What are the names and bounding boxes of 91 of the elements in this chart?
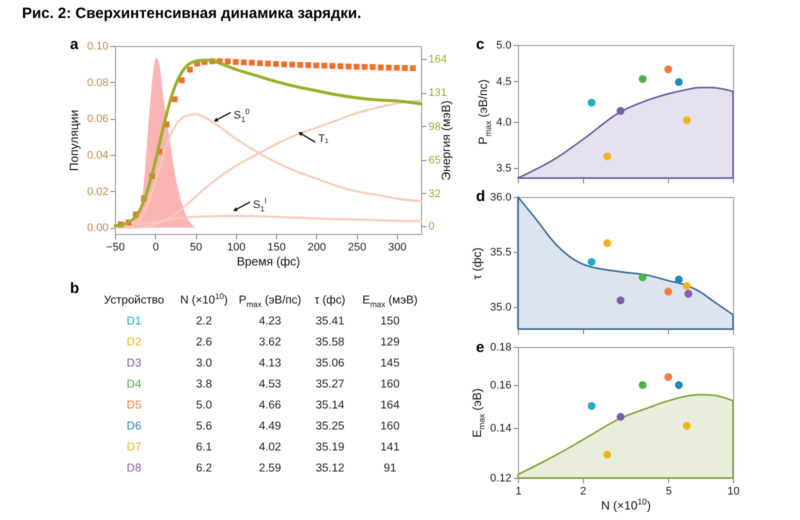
data-label: 4.66 [258, 400, 282, 412]
y2-tick-label: 131 [428, 87, 447, 100]
y-tick-label: 0.16 [490, 380, 512, 392]
y-tick-label: 0.10 [87, 40, 108, 52]
data-label: 6.1 [196, 442, 212, 454]
data-label: 164 [380, 400, 400, 412]
data-label: 35.19 [316, 442, 344, 454]
data-label: 4.02 [258, 442, 282, 454]
data-label: 150 [380, 316, 400, 328]
y-tick-label: 0.12 [490, 472, 512, 484]
x-tick-label: −50 [106, 242, 125, 254]
category-label: D7 [126, 442, 142, 454]
category-label: D4 [126, 378, 142, 390]
data-label: 35.06 [316, 358, 344, 370]
data-label: 35.14 [316, 400, 345, 412]
category-label: D1 [126, 316, 142, 328]
x-tick-label: 300 [388, 242, 407, 254]
x-tick-label: 250 [348, 242, 366, 254]
category-label: D5 [126, 400, 142, 412]
data-label: 4.13 [258, 358, 282, 370]
data-label: 35.27 [316, 378, 344, 390]
legend-label: τ (фс) [314, 294, 346, 306]
category-label: D3 [126, 358, 142, 370]
x-tick-label: 5 [666, 486, 672, 498]
data-label: 4.49 [258, 420, 282, 432]
data-label: 3.0 [196, 358, 212, 370]
x-tick-label: 10 [727, 486, 740, 498]
chart-subtitle: c [476, 36, 484, 53]
legend-label: P$_{max}$ (эВ/пс) [238, 294, 302, 309]
y-tick-label: 0.08 [87, 76, 108, 89]
x-tick-label: 100 [227, 242, 246, 254]
y-tick-label: 5.0 [496, 40, 512, 52]
chart-subtitle: d [476, 188, 486, 205]
data-label: 2.2 [196, 316, 212, 328]
data-label: 2.6 [196, 336, 212, 348]
y-tick-label: 35.5 [490, 246, 512, 258]
x-tick-label: 50 [190, 242, 202, 254]
data-label: 5.0 [196, 400, 212, 412]
x-tick-label: 150 [267, 242, 286, 254]
chart-subtitle: e [476, 339, 484, 356]
y2-tick-label: 65 [428, 154, 441, 166]
x-tick-label: 2 [580, 486, 586, 498]
x-tick-label: 0 [152, 242, 159, 254]
y-tick-label: 4.0 [496, 116, 512, 128]
data-label: 3.62 [258, 336, 282, 348]
y2-tick-label: 0 [428, 220, 435, 232]
y-tick-label: 36.0 [490, 192, 512, 204]
category-label: D8 [126, 462, 142, 474]
category-label: D2 [126, 336, 142, 348]
data-label: 4.53 [258, 378, 282, 390]
y-tick-label: 35.0 [490, 302, 512, 314]
legend-label: N (×10$^{10}$) [180, 292, 228, 306]
data-label: 91 [384, 462, 396, 474]
data-label: 35.25 [316, 420, 344, 432]
annotation: T₁ [318, 133, 329, 146]
y2-tick-label: 164 [428, 54, 447, 66]
data-label: 160 [380, 378, 400, 390]
data-label: 3.8 [196, 378, 212, 390]
text: Устройство [104, 294, 164, 306]
y-tick-label: 0.14 [490, 422, 512, 435]
data-label: 129 [380, 336, 400, 348]
data-label: 6.2 [196, 462, 212, 474]
legend-label: E$_{max}$ (мэВ) [362, 294, 418, 309]
data-label: 35.58 [316, 336, 344, 348]
y2-tick-label: 32 [428, 188, 441, 200]
y-tick-label: 0.00 [87, 222, 108, 234]
y-tick-label: 4.5 [496, 76, 512, 88]
data-label: 2.59 [258, 462, 282, 474]
data-label: 35.41 [316, 316, 344, 328]
y-tick-label: 0.02 [87, 186, 108, 198]
data-label: 5.6 [196, 420, 212, 432]
x-tick-label: 1 [515, 486, 522, 498]
category-label: D6 [126, 420, 142, 432]
data-label: 4.23 [258, 316, 282, 328]
y-tick-label: 0.06 [87, 113, 108, 126]
data-label: 160 [380, 420, 400, 432]
y2-tick-label: 98 [428, 120, 441, 133]
y-tick-label: 3.5 [496, 162, 512, 175]
chart-title: Рис. 2: Сверхинтенсивная динамика зарядки. [22, 5, 362, 22]
data-label: 141 [380, 442, 400, 454]
x-axis-title: N (×10$^{10}$) [601, 496, 651, 512]
x-tick-label: 200 [308, 242, 326, 254]
y-axis-title: Популяции [67, 110, 82, 172]
y-tick-label: 0.04 [87, 149, 108, 162]
y-axis-title: τ (фс) [470, 248, 484, 280]
data-label: 35.12 [316, 462, 344, 474]
data-label: 145 [380, 358, 400, 370]
y-tick-label: 0.18 [490, 342, 512, 354]
x-axis-title: Время (фс) [236, 254, 300, 268]
chart-subtitle: a [70, 36, 78, 53]
text: b [70, 280, 80, 297]
